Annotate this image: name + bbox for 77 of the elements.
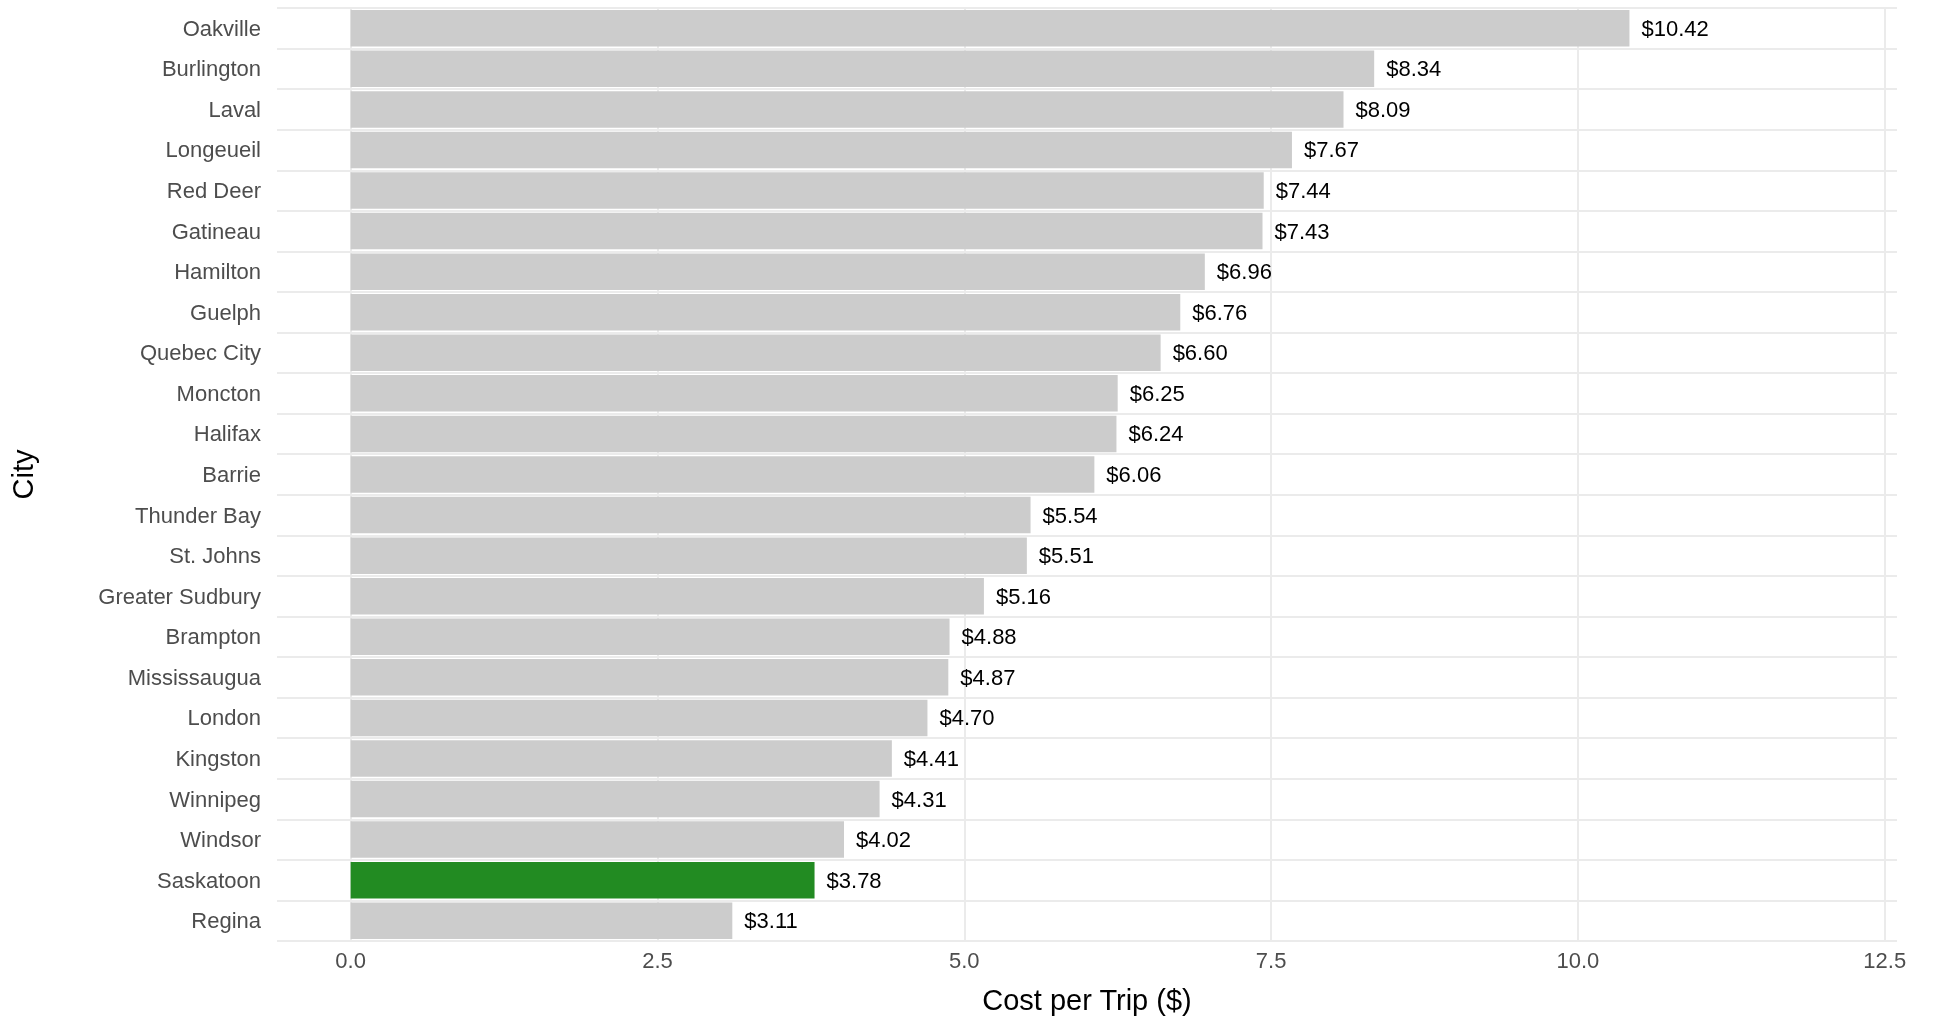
y-tick-label: Windsor [180,827,261,853]
data-label: $8.34 [1386,56,1442,82]
bar [350,821,844,858]
data-label: $4.02 [856,827,912,853]
bar [350,10,1630,47]
y-tick-label: Regina [191,908,262,934]
data-label: $3.11 [744,908,798,934]
bar [350,618,950,656]
data-label: $4.41 [903,745,959,771]
y-tick-label: Gatineau [171,218,261,244]
bar [350,861,815,899]
data-label: $6.96 [1216,259,1272,285]
data-label: $6.25 [1129,380,1185,406]
y-tick-label: Greater Sudbury [98,583,261,609]
bar [350,50,1375,88]
data-label: $4.88 [961,624,1017,650]
bar [350,415,1117,453]
data-label: $5.54 [1042,502,1098,528]
bar [350,537,1027,574]
data-label: $6.24 [1128,421,1184,447]
y-tick-label: Brampton [165,624,261,650]
bar [350,780,880,818]
y-tick-label: Mississaugua [127,664,262,690]
x-tick-label: 2.5 [642,947,673,973]
data-label: $4.70 [939,705,995,731]
data-label: $7.67 [1303,137,1360,163]
bar [350,334,1161,372]
bar [350,212,1263,250]
x-tick-label: 0.0 [335,947,366,973]
data-label: $6.76 [1192,299,1248,325]
bar [350,172,1264,209]
data-label: $5.51 [1038,543,1094,569]
x-axis-title: Cost per Trip ($) [982,983,1192,1016]
y-tick-label: Moncton [176,380,261,406]
bar [350,699,928,737]
bar [350,659,949,696]
y-tick-label: St. Johns [169,543,261,569]
bar [350,131,1292,169]
y-tick-label: Hamilton [174,259,261,285]
y-tick-label: Guelph [190,299,261,325]
x-tick-label: 5.0 [948,947,980,973]
y-tick-label: Thunder Bay [135,502,261,528]
y-tick-label: London [187,705,261,731]
y-tick-label: Laval [208,96,261,122]
data-label: $6.06 [1106,462,1162,487]
data-label: $3.78 [826,867,882,893]
x-tick-label: 7.5 [1255,947,1287,973]
data-label: $4.31 [891,786,947,812]
data-label: $7.44 [1275,178,1331,204]
data-label: $6.60 [1172,340,1228,366]
y-tick-label: Quebec City [139,340,261,366]
data-label: $5.16 [995,583,1051,609]
data-label: $10.42 [1641,15,1709,41]
x-tick-label: 10.0 [1556,947,1600,973]
x-tick-label: 12.5 [1863,947,1907,973]
y-tick-label: Saskatoon [157,867,261,893]
bar [350,91,1344,128]
y-tick-label: Oakville [182,15,261,41]
bar [350,496,1031,534]
data-label: $8.09 [1355,96,1411,122]
y-tick-label: Winnipeg [169,786,261,812]
bar [350,577,984,615]
y-tick-label: Kingston [175,745,261,771]
bar [350,293,1181,331]
data-label: $7.43 [1274,218,1330,244]
bar [350,253,1205,290]
y-tick-label: Burlington [161,56,261,82]
y-tick-label: Halifax [193,421,261,447]
y-tick-label: Barrie [202,462,261,487]
bar [350,902,733,939]
y-tick-label: Red Deer [166,178,261,204]
bar [350,375,1118,412]
bar [350,456,1095,493]
y-tick-label: Longeueil [165,137,261,163]
y-axis-title: City [6,449,39,500]
bar [350,740,892,777]
data-label: $4.87 [960,664,1016,690]
